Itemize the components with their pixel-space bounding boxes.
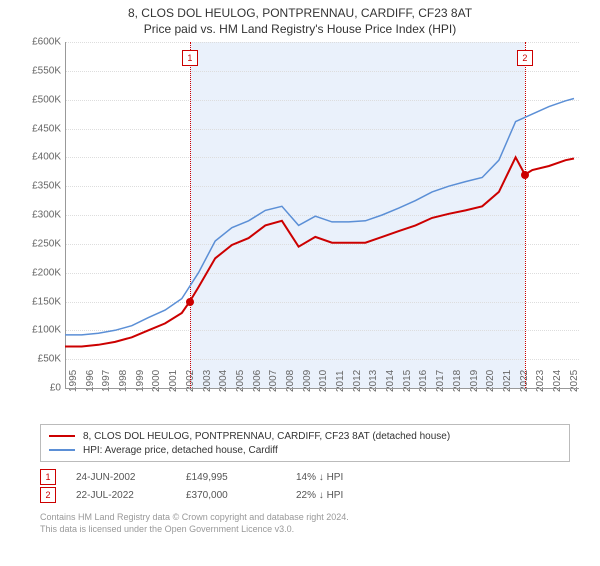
series-hpi bbox=[65, 99, 574, 335]
legend-item: 8, CLOS DOL HEULOG, PONTPRENNAU, CARDIFF… bbox=[49, 429, 561, 443]
footer-line1: Contains HM Land Registry data © Crown c… bbox=[40, 512, 570, 524]
transaction-row: 222-JUL-2022£370,00022% ↓ HPI bbox=[40, 486, 570, 504]
y-tick-label: £450K bbox=[21, 123, 61, 134]
y-tick-label: £150K bbox=[21, 296, 61, 307]
title-line1: 8, CLOS DOL HEULOG, PONTPRENNAU, CARDIFF… bbox=[0, 6, 600, 20]
y-tick-label: £400K bbox=[21, 152, 61, 163]
y-tick-label: £550K bbox=[21, 65, 61, 76]
footer: Contains HM Land Registry data © Crown c… bbox=[40, 512, 570, 535]
price-chart: £0£50K£100K£150K£200K£250K£300K£350K£400… bbox=[25, 42, 585, 422]
legend-item: HPI: Average price, detached house, Card… bbox=[49, 443, 561, 457]
transaction-row: 124-JUN-2002£149,99514% ↓ HPI bbox=[40, 468, 570, 486]
transaction-table: 124-JUN-2002£149,99514% ↓ HPI222-JUL-202… bbox=[40, 468, 570, 504]
title-line2: Price paid vs. HM Land Registry's House … bbox=[0, 22, 600, 36]
y-tick-label: £600K bbox=[21, 37, 61, 48]
footer-line2: This data is licensed under the Open Gov… bbox=[40, 524, 570, 536]
y-tick-label: £100K bbox=[21, 325, 61, 336]
y-tick-label: £500K bbox=[21, 94, 61, 105]
marker-dot bbox=[186, 298, 194, 306]
series-property bbox=[65, 157, 574, 346]
y-tick-label: £200K bbox=[21, 267, 61, 278]
y-tick-label: £250K bbox=[21, 238, 61, 249]
y-tick-label: £350K bbox=[21, 181, 61, 192]
y-tick-label: £0 bbox=[21, 383, 61, 394]
y-tick-label: £50K bbox=[21, 354, 61, 365]
legend: 8, CLOS DOL HEULOG, PONTPRENNAU, CARDIFF… bbox=[40, 424, 570, 462]
marker-dot bbox=[521, 171, 529, 179]
y-tick-label: £300K bbox=[21, 210, 61, 221]
